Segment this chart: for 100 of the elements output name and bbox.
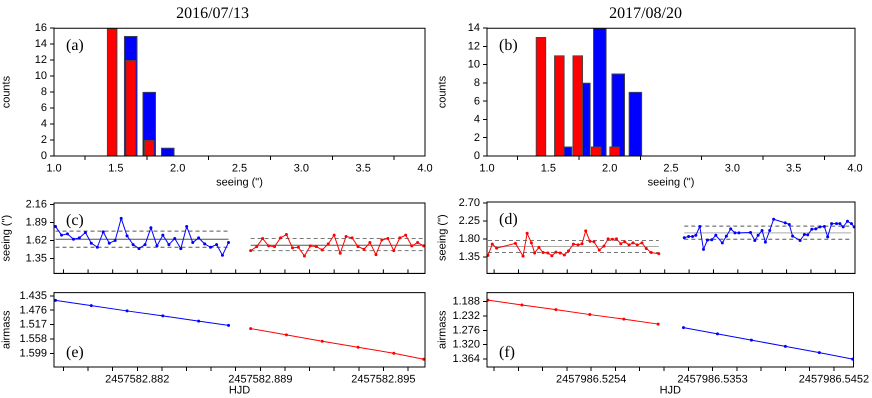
y-tick-label: 0 (474, 150, 480, 162)
point (818, 351, 821, 354)
y-tick-label: 1.476 (19, 304, 47, 316)
x-tick-label: 4.0 (417, 162, 433, 175)
y-tick-label: 1.80 (458, 232, 480, 245)
x-tick-label: 1.5 (108, 162, 124, 175)
point (588, 240, 592, 243)
y-tick-label: 1.232 (452, 310, 480, 322)
x-tick-label: 2457986.5353 (677, 374, 748, 386)
point (374, 253, 378, 256)
point (161, 234, 164, 237)
point (255, 245, 258, 248)
point (656, 322, 660, 326)
annotation: (a) (66, 37, 84, 54)
point (78, 236, 81, 240)
y-axis-title: counts (0, 75, 13, 108)
point (155, 244, 158, 248)
point (694, 234, 698, 237)
y-tick-label: 1.276 (452, 324, 480, 336)
point (720, 241, 724, 244)
point (702, 248, 705, 251)
point (850, 222, 853, 226)
point (682, 326, 686, 330)
y-tick-label: 4 (474, 114, 480, 126)
point (203, 242, 206, 246)
point (261, 237, 264, 240)
chart-title: 2016/07/13 (176, 4, 249, 22)
point (636, 243, 639, 246)
y-axis-title: airmass (0, 310, 13, 350)
point (338, 252, 342, 255)
y-tick-label: 12 (34, 54, 47, 66)
point (320, 340, 324, 343)
point (326, 242, 330, 246)
point (526, 232, 529, 235)
point (610, 238, 614, 241)
point (332, 234, 336, 237)
annotation: (c) (66, 212, 84, 229)
point (410, 244, 414, 248)
point (392, 249, 396, 252)
point (838, 222, 842, 226)
point (714, 234, 718, 237)
point (602, 244, 606, 248)
point (640, 241, 644, 244)
point (784, 344, 787, 348)
annotation: (d) (499, 211, 518, 228)
point (798, 239, 802, 242)
x-tick-label: 3.5 (356, 162, 371, 175)
point (580, 242, 584, 246)
point (710, 238, 714, 242)
y-tick-label: 2 (40, 134, 47, 146)
point (835, 222, 838, 226)
x-tick-label: 2457986.5254 (556, 374, 626, 386)
x-tick-label: 2457986.5452 (798, 374, 870, 386)
point (520, 304, 524, 307)
annotation: (e) (66, 344, 84, 361)
y-tick-label: 1.35 (458, 250, 480, 263)
point (161, 314, 164, 318)
y-tick-label: 1.599 (19, 348, 47, 360)
point (392, 352, 396, 355)
point (386, 237, 390, 240)
x-axis-title: HJD (660, 384, 682, 396)
y-tick-label: 1.320 (452, 338, 480, 351)
point (72, 238, 75, 241)
point (320, 248, 324, 252)
x-tick-label: 4.0 (847, 162, 863, 175)
y-tick-label: 12 (468, 40, 480, 52)
y-tick-label: 1.364 (452, 353, 480, 366)
x-tick-label: 2.0 (602, 162, 618, 175)
y-tick-label: 6 (474, 95, 480, 108)
point (495, 246, 498, 250)
point (227, 241, 230, 244)
point (558, 251, 562, 254)
point (737, 231, 740, 234)
point (554, 250, 558, 254)
x-tick-label: 3.5 (786, 162, 802, 175)
x-axis-title: seeing (") (216, 176, 263, 188)
chart-title: 2017/08/20 (609, 4, 682, 22)
point (149, 226, 152, 230)
y-tick-label: 8 (40, 86, 47, 98)
y-tick-label: 1.558 (19, 333, 47, 346)
y-tick-label: 2.70 (458, 196, 480, 209)
point (749, 230, 752, 234)
point (167, 243, 170, 246)
x-tick-label: 2.5 (663, 162, 679, 175)
point (197, 236, 200, 240)
point (137, 247, 140, 250)
point (756, 234, 760, 237)
point (227, 324, 230, 327)
point (729, 227, 732, 230)
y-tick-label: 1.188 (452, 295, 480, 308)
y-tick-label: 10 (34, 70, 47, 82)
point (273, 245, 276, 248)
point (96, 246, 99, 249)
y-tick-label: 4 (40, 118, 47, 130)
y-tick-label: 6 (40, 102, 47, 114)
y-tick-label: 14 (468, 22, 480, 34)
point (644, 247, 648, 250)
x-tick-label: 2.0 (170, 162, 186, 175)
point (542, 251, 544, 254)
point (588, 313, 592, 316)
